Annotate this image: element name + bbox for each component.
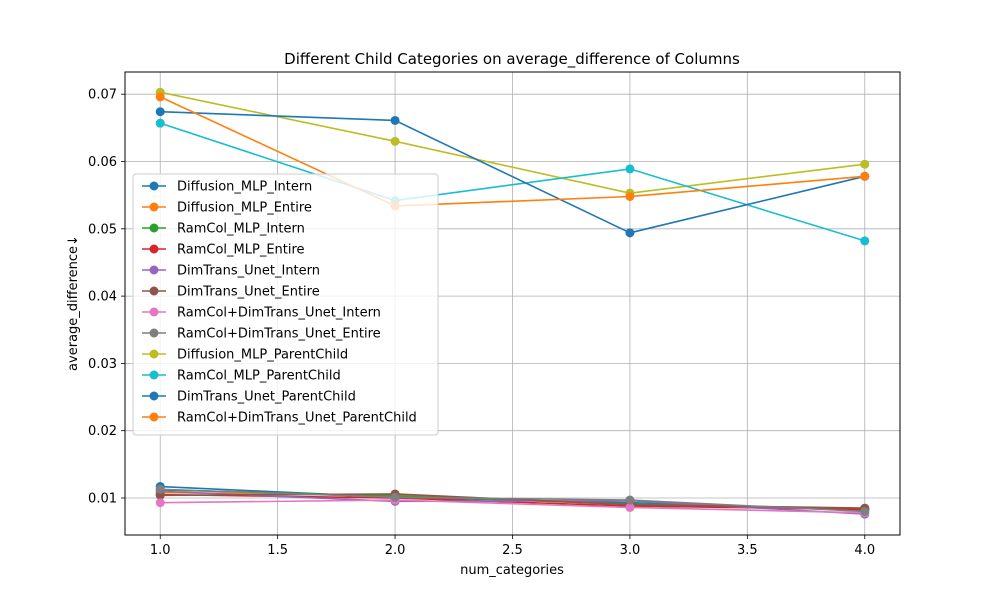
legend-item: RamCol_MLP_ParentChild (142, 369, 341, 384)
series-line (159, 96, 865, 207)
y-tick-label: 0.05 (88, 222, 117, 237)
data-point (860, 506, 870, 516)
legend-label: Diffusion_MLP_Entire (177, 201, 312, 216)
legend-marker (149, 328, 159, 338)
data-point (155, 484, 165, 494)
data-point (155, 118, 165, 128)
x-tick-label: 2.5 (502, 543, 523, 558)
legend-box (132, 173, 439, 436)
legend-item: DimTrans_Unet_Entire (142, 285, 320, 300)
legend-marker (149, 223, 159, 233)
legend-label: RamCol_MLP_Entire (177, 243, 305, 258)
legend-label: RamCol+DimTrans_Unet_Entire (177, 327, 381, 342)
legend-item: Diffusion_MLP_ParentChild (142, 348, 348, 363)
y-tick-label: 0.02 (88, 424, 117, 439)
legend-marker (149, 202, 159, 212)
legend-marker (149, 181, 159, 191)
x-tick-label: 1.0 (150, 543, 171, 558)
legend-item: RamCol_MLP_Intern (142, 222, 305, 237)
x-tick-label: 4.0 (854, 543, 875, 558)
legend-label: RamCol_MLP_ParentChild (177, 369, 341, 384)
data-point (860, 159, 870, 169)
legend-marker (149, 286, 159, 296)
legend: Diffusion_MLP_Intern Diffusion_MLP_Entire… (132, 173, 439, 436)
series-line (160, 490, 865, 515)
data-point (390, 492, 400, 502)
legend-marker (149, 349, 159, 359)
y-tick-label: 0.01 (88, 491, 117, 506)
legend-label: DimTrans_Unet_Intern (177, 264, 320, 279)
data-point (860, 236, 870, 246)
y-tick-label: 0.03 (88, 357, 117, 372)
legend-marker (149, 307, 159, 317)
data-point (155, 107, 165, 117)
series-layer (155, 87, 870, 519)
data-point (625, 164, 635, 174)
legend-marker (149, 265, 159, 275)
legend-marker (149, 370, 159, 380)
legend-label: RamCol+DimTrans_Unet_Intern (177, 306, 381, 321)
y-axis-ticks: 0.01 0.02 0.03 0.04 0.05 0.06 0.07 (88, 88, 125, 506)
legend-label: DimTrans_Unet_ParentChild (177, 390, 356, 405)
legend-label: RamCol_MLP_Intern (177, 222, 305, 237)
data-point (390, 136, 400, 146)
series-line (160, 488, 865, 513)
x-tick-label: 3.0 (620, 543, 641, 558)
data-point (625, 228, 635, 238)
x-tick-label: 3.5 (737, 543, 758, 558)
legend-label: DimTrans_Unet_Entire (177, 285, 320, 300)
y-tick-label: 0.07 (88, 88, 117, 103)
data-point (625, 502, 635, 512)
series-7 (155, 484, 870, 516)
legend-label: RamCol+DimTrans_Unet_ParentChild (177, 411, 417, 426)
legend-label: Diffusion_MLP_Intern (177, 180, 312, 195)
x-tick-label: 2.0 (385, 543, 406, 558)
data-point (155, 92, 165, 102)
legend-item: RamCol+DimTrans_Unet_Intern (142, 306, 381, 321)
legend-item: Diffusion_MLP_Intern (142, 180, 312, 195)
x-tick-label: 1.5 (267, 543, 288, 558)
data-point (860, 171, 870, 181)
legend-item: DimTrans_Unet_Intern (142, 264, 320, 279)
legend-item: Diffusion_MLP_Entire (142, 201, 312, 216)
legend-label: Diffusion_MLP_ParentChild (177, 348, 348, 363)
legend-marker (149, 244, 159, 254)
x-axis-label: num_categories (460, 563, 564, 578)
legend-marker (149, 412, 159, 422)
series-line (160, 110, 865, 234)
data-point (390, 115, 400, 125)
data-point (625, 495, 635, 505)
legend-item: DimTrans_Unet_ParentChild (142, 390, 356, 405)
y-tick-label: 0.06 (88, 155, 117, 170)
legend-item: RamCol+DimTrans_Unet_Entire (142, 327, 381, 342)
legend-item: RamCol_MLP_Entire (142, 243, 305, 258)
legend-item: RamCol+DimTrans_Unet_ParentChild (142, 411, 417, 426)
data-point (155, 498, 165, 508)
legend-marker (149, 391, 159, 401)
y-axis-label: average_difference↓ (66, 235, 81, 371)
series-line (160, 499, 865, 514)
y-tick-label: 0.04 (88, 290, 117, 305)
chart-title: Different Child Categories on average_di… (284, 50, 740, 69)
x-axis-ticks: 1.0 1.5 2.0 2.5 3.0 3.5 4.0 (150, 535, 875, 558)
data-point (625, 191, 635, 201)
